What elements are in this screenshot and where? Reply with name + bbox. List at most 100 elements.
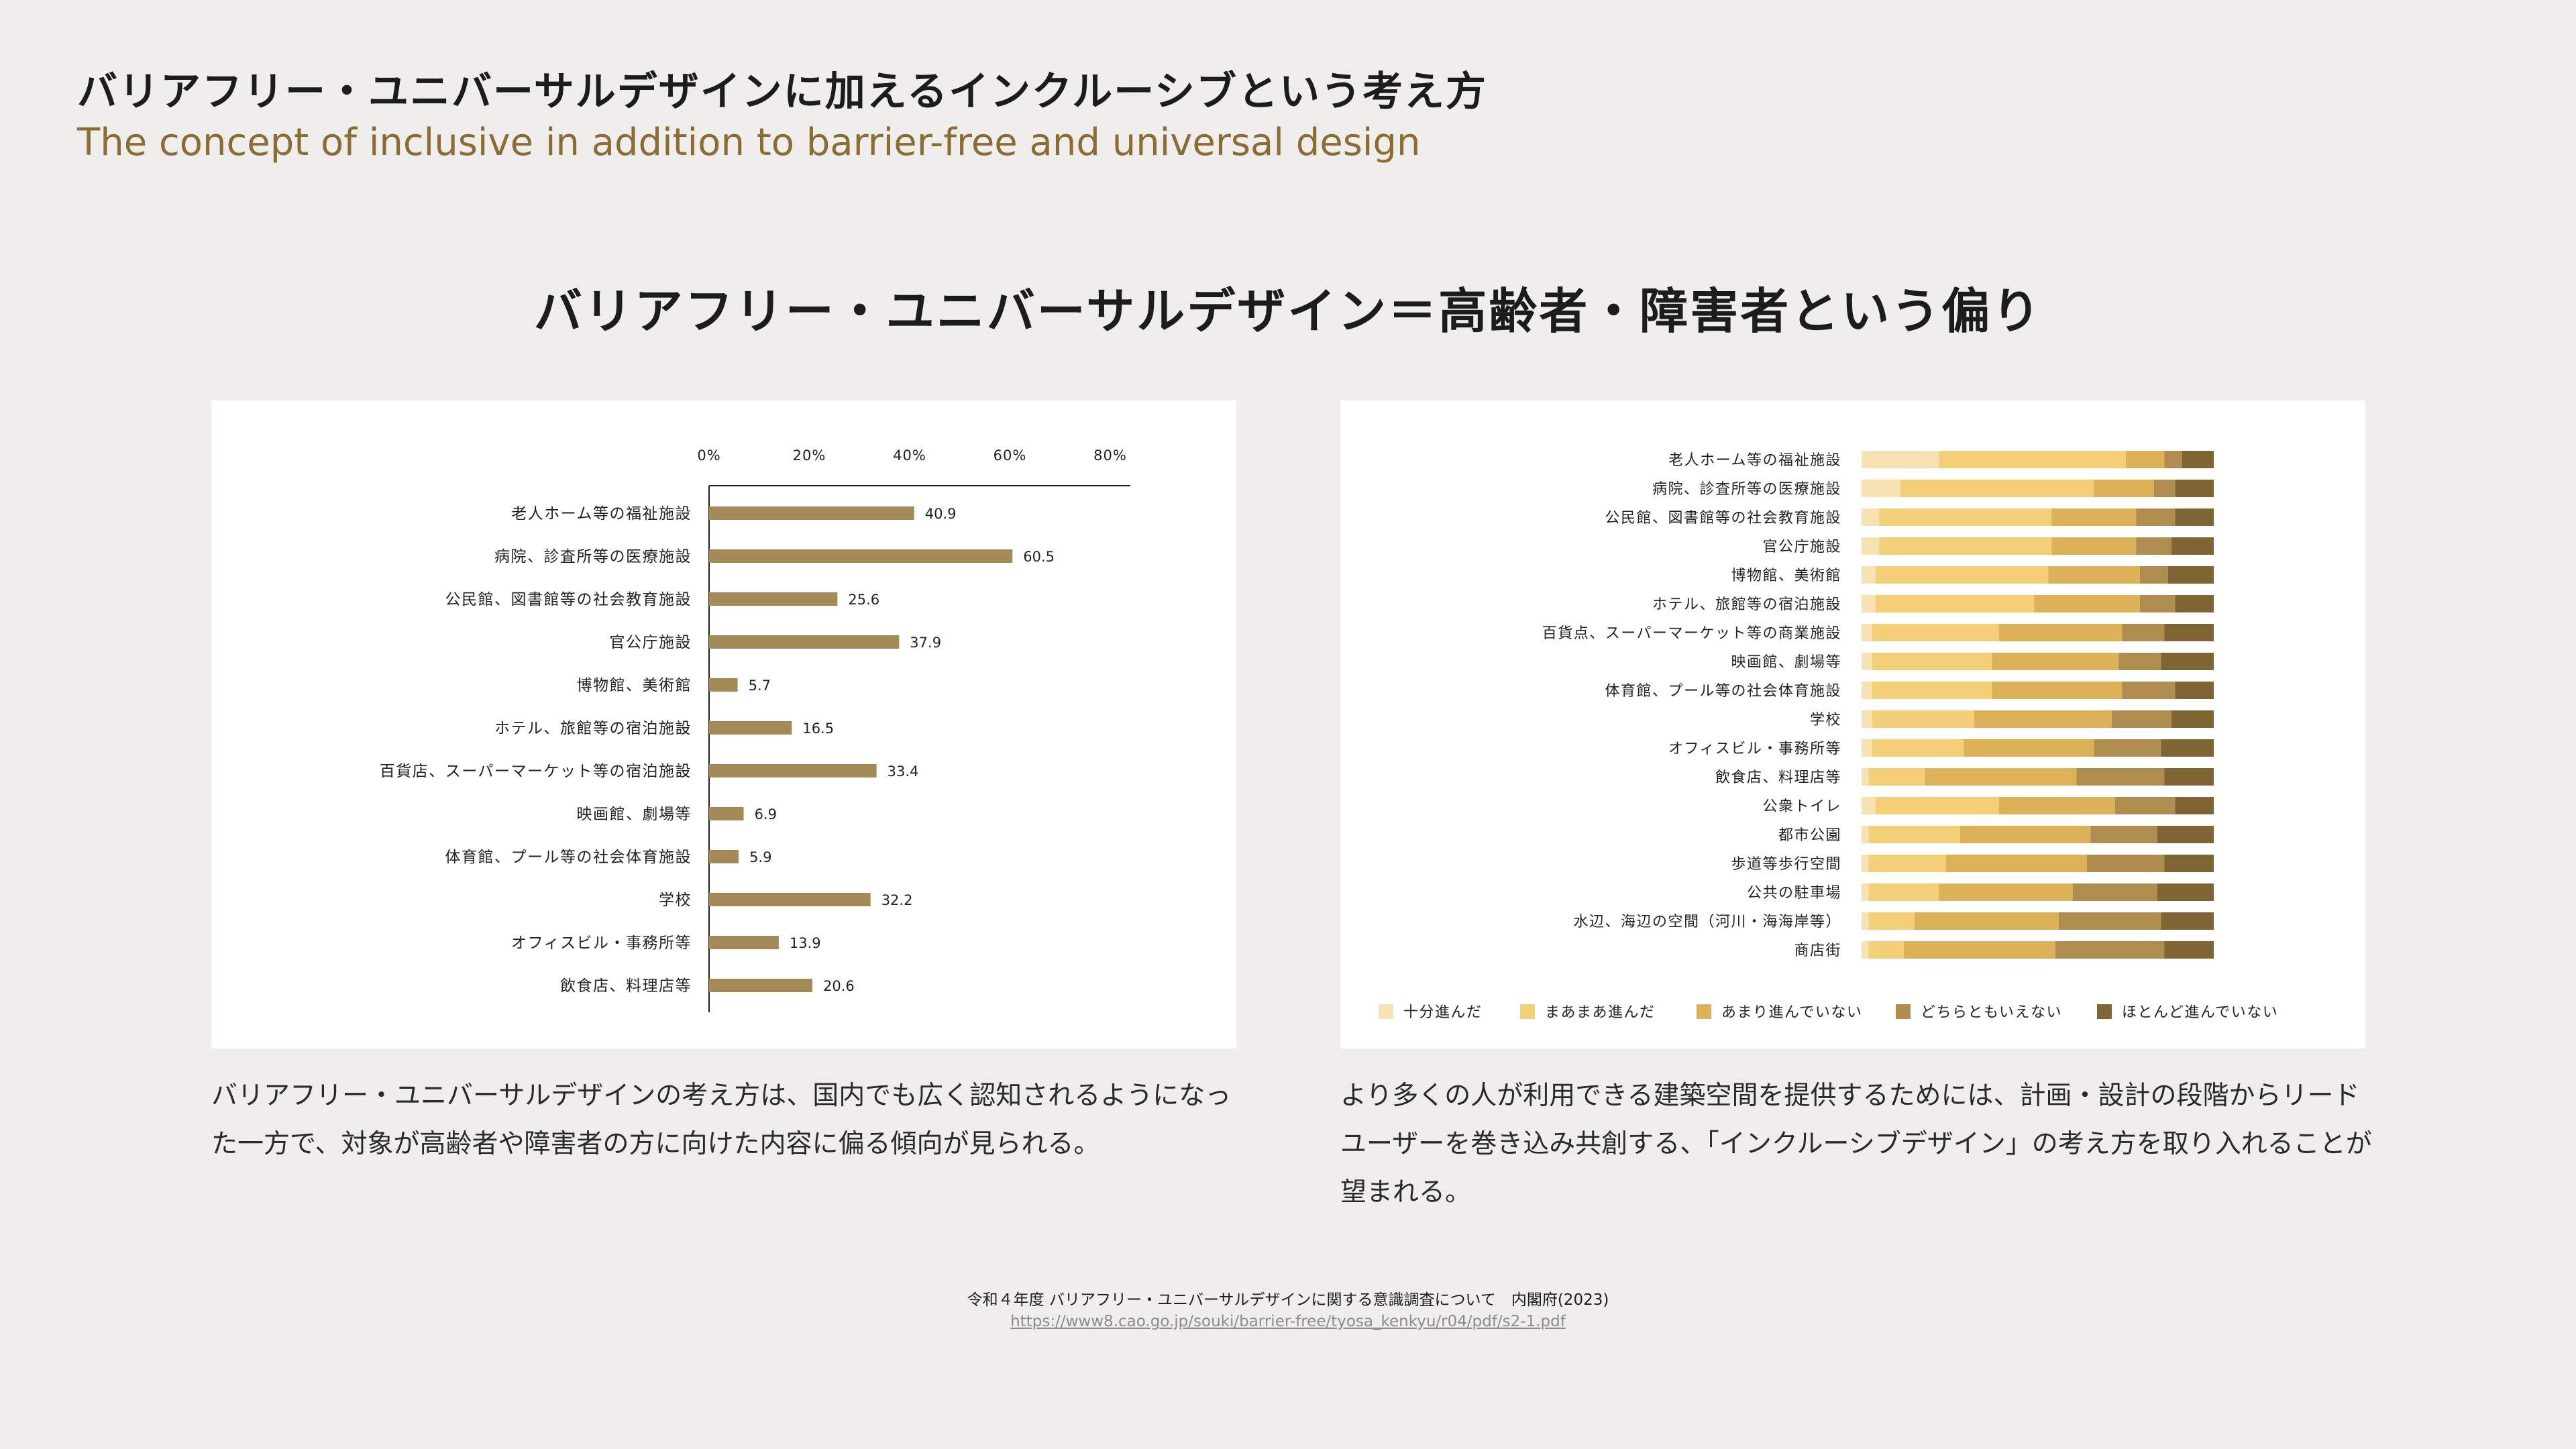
stacked-segment [1998, 797, 2115, 814]
bar [709, 678, 738, 692]
category-label: 歩道等歩行空間 [1731, 856, 1841, 873]
stacked-segment [1946, 855, 2087, 872]
category-label: 体育館、プール等の社会体育施設 [1605, 683, 1841, 700]
stacked-segment [1879, 508, 2052, 526]
bar [709, 807, 744, 820]
stacked-segment [2051, 537, 2137, 555]
progress-stacked-bar-chart: 老人ホーム等の福祉施設病院、診査所等の医療施設公民館、図書館等の社会教育施設官公… [1379, 451, 2278, 1021]
legend-swatch [1697, 1004, 1711, 1019]
stacked-segment [1862, 883, 1869, 901]
stacked-segment [1879, 537, 2052, 555]
x-tick-label: 0% [697, 447, 720, 464]
category-label: 体育館、プール等の社会体育施設 [445, 849, 692, 866]
legend-swatch [1379, 1004, 1393, 1019]
stacked-segment [1868, 826, 1960, 843]
stacked-segment [2175, 508, 2214, 526]
stacked-segment [1872, 653, 1992, 670]
category-label: 博物館、美術館 [577, 677, 692, 694]
stacked-segment [2087, 855, 2165, 872]
stacked-segment [2175, 682, 2214, 699]
stacked-segment [1960, 826, 2091, 843]
stacked-segment [2153, 480, 2176, 497]
data-label: 33.4 [888, 763, 919, 780]
stacked-segment [2055, 941, 2165, 959]
stacked-segment [2171, 710, 2214, 728]
stacked-segment [1868, 768, 1925, 786]
x-tick-label: 80% [1093, 447, 1127, 464]
category-label: 商店街 [1794, 943, 1841, 959]
stacked-segment [1862, 537, 1880, 555]
stacked-segment [2073, 883, 2157, 901]
x-tick-label: 60% [994, 447, 1027, 464]
stacked-segment [1862, 855, 1869, 872]
stacked-segment [2167, 566, 2214, 584]
category-label: ホテル、旅館等の宿泊施設 [494, 720, 692, 737]
stacked-segment [1862, 682, 1872, 699]
bar [709, 850, 739, 863]
stacked-segment [2175, 797, 2214, 814]
stacked-segment [1862, 508, 1880, 526]
category-label: 官公庁施設 [610, 634, 692, 651]
stacked-segment [2034, 595, 2140, 612]
page-subtitle: The concept of inclusive in addition to … [77, 121, 1421, 164]
legend-label: 十分進んだ [1403, 1004, 1483, 1021]
stacked-segment [2090, 826, 2157, 843]
data-label: 16.5 [802, 720, 834, 737]
data-label: 13.9 [790, 935, 821, 951]
bar [709, 506, 914, 520]
data-label: 5.9 [749, 849, 771, 865]
stacked-segment [2164, 624, 2214, 641]
stacked-segment [1974, 710, 2112, 728]
stacked-segment [1939, 883, 2073, 901]
bar [709, 721, 792, 735]
stacked-segment [1868, 855, 1946, 872]
category-label: 公共の駐車場 [1747, 885, 1841, 902]
page-title: バリアフリー・ユニバーサルデザインに加えるインクルーシブという考え方 [77, 68, 1487, 115]
stacked-segment [1862, 797, 1876, 814]
stacked-segment [2136, 508, 2176, 526]
legend-swatch [1520, 1004, 1535, 1019]
category-label: 映画館、劇場等 [577, 806, 692, 823]
stacked-segment [1872, 710, 1974, 728]
source-citation: 令和４年度 バリアフリー・ユニバーサルデザインに関する意識調査について 内閣府(… [967, 1291, 1609, 1309]
stacked-segment [2164, 855, 2214, 872]
stacked-segment [1862, 566, 1876, 584]
category-label: 飲食店、料理店等 [560, 977, 692, 995]
stacked-segment [1904, 941, 2055, 959]
legend-swatch [2097, 1004, 2112, 1019]
category-label: 病院、診査所等の医療施設 [1652, 481, 1841, 498]
stacked-segment [1872, 624, 1999, 641]
bar [709, 549, 1013, 563]
data-label: 25.6 [848, 592, 879, 608]
category-label: 水辺、海辺の空間（河川・海海岸等） [1573, 914, 1841, 930]
category-label: 官公庁施設 [1762, 539, 1841, 555]
stacked-segment [1868, 941, 1904, 959]
section-title: バリアフリー・ユニバーサルデザイン＝高齢者・障害者という偏り [533, 283, 2043, 339]
stacked-segment [2076, 768, 2165, 786]
source-link[interactable]: https://www8.cao.go.jp/souki/barrier-fre… [1010, 1313, 1566, 1330]
x-tick-label: 40% [893, 447, 926, 464]
stacked-segment [2164, 768, 2214, 786]
stacked-segment [1964, 739, 2094, 757]
legend-label: ほとんど進んでいない [2122, 1004, 2278, 1021]
stacked-segment [2161, 739, 2214, 757]
stacked-segment [1876, 566, 2049, 584]
left-chart-panel: 0% 20% 40% 60% 80% 老人ホーム等の福祉施設 40.9 病院、診査所等の医療施… [211, 400, 1236, 1049]
bar [709, 936, 779, 949]
right-chart-panel: 老人ホーム等の福祉施設 病院、診査所等の医療施設 公民館、図書館等の社会教育施設 官公… [1340, 400, 2365, 1049]
stacked-segment [2125, 451, 2165, 468]
stacked-segment [1998, 624, 2123, 641]
stacked-segment [1862, 912, 1869, 930]
category-label: 公衆トイレ [1762, 798, 1841, 815]
stacked-segment [2059, 912, 2161, 930]
category-label: 博物館、美術館 [1731, 568, 1841, 584]
stacked-segment [1939, 451, 2126, 468]
category-label: オフィスビル・事務所等 [511, 934, 692, 952]
category-label: 百貨店、スーパーマーケット等の宿泊施設 [380, 763, 692, 780]
data-label: 32.2 [881, 892, 913, 908]
legend-swatch [1896, 1004, 1911, 1019]
category-label: 公民館、図書館等の社会教育施設 [445, 591, 692, 608]
stacked-segment [2094, 739, 2161, 757]
data-label: 37.9 [910, 635, 941, 651]
stacked-segment [2161, 912, 2214, 930]
